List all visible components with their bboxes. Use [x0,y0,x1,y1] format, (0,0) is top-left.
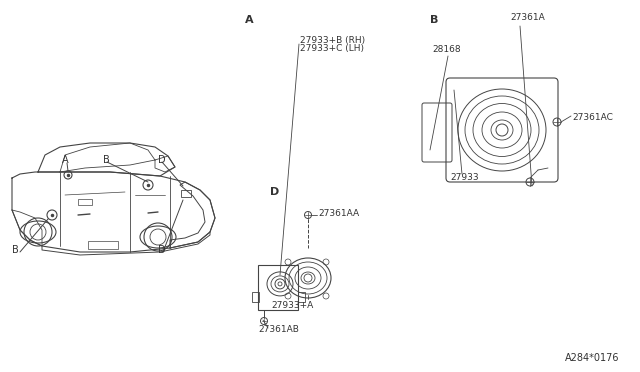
Text: 27933: 27933 [450,173,479,183]
Text: 27361A: 27361A [510,13,545,22]
Bar [252,292,259,302]
Bar [78,199,92,205]
Text: A284*0176: A284*0176 [565,353,620,363]
Text: 27361AB: 27361AB [258,326,299,334]
Text: A: A [245,15,253,25]
Bar [88,241,118,249]
Text: D: D [158,155,166,165]
Text: D: D [270,187,279,197]
Text: B: B [12,245,19,255]
Text: D: D [158,245,166,255]
Bar [181,190,191,197]
Text: B: B [103,155,109,165]
Text: B: B [430,15,438,25]
Text: 27933+B (RH): 27933+B (RH) [300,35,365,45]
Bar [258,265,298,310]
Text: 27361AA: 27361AA [318,208,359,218]
Text: 28168: 28168 [432,45,461,55]
Text: A: A [62,155,68,165]
Text: 27361AC: 27361AC [572,113,613,122]
Bar [298,292,305,302]
Text: 27933+A: 27933+A [271,301,313,310]
Text: 27933+C (LH): 27933+C (LH) [300,45,364,54]
